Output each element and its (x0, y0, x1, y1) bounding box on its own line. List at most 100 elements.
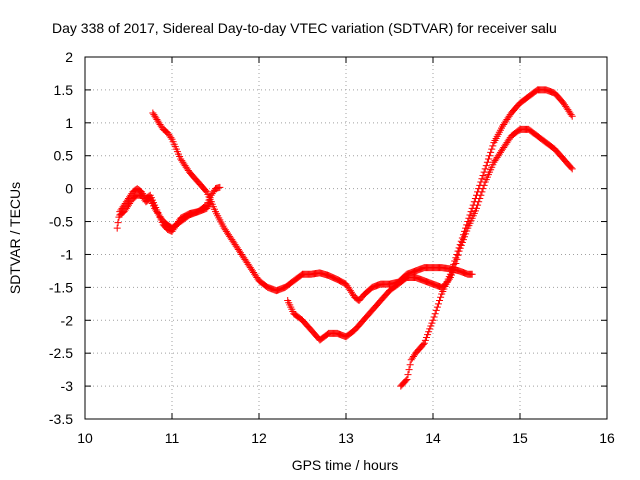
data-point (468, 204, 476, 212)
data-point (427, 322, 435, 330)
y-tick-label: -2 (61, 312, 74, 328)
data-point (484, 155, 492, 163)
data-point (454, 247, 462, 255)
data-point (455, 244, 463, 252)
data-point (488, 145, 496, 153)
data-point (462, 224, 470, 232)
data-point (487, 148, 495, 156)
data-point (433, 303, 441, 311)
data-point (113, 224, 121, 232)
data-point (466, 211, 474, 219)
data-point (567, 164, 575, 172)
data-point (403, 376, 411, 384)
x-tick-label: 15 (512, 430, 528, 446)
data-point (405, 366, 413, 374)
data-point (436, 297, 444, 305)
x-tick-label: 12 (251, 430, 267, 446)
y-tick-label: 0.5 (54, 148, 74, 164)
data-point (428, 319, 436, 327)
data-point (482, 162, 490, 170)
data-point (474, 188, 482, 196)
data-point (167, 134, 175, 142)
y-tick-label: -1.5 (49, 279, 73, 295)
y-tick-label: 2 (65, 49, 73, 65)
y-tick-label: -1 (61, 246, 74, 262)
data-point (450, 260, 458, 268)
y-tick-label: -3 (61, 378, 74, 394)
data-point (486, 152, 494, 160)
y-axis-label: SDTVAR / TECUs (7, 182, 23, 294)
data-point (458, 234, 466, 242)
series-track-b (116, 191, 215, 232)
data-layer (113, 86, 576, 390)
data-point (468, 270, 476, 278)
data-point (449, 264, 457, 272)
data-point (471, 195, 479, 203)
data-point (473, 191, 480, 199)
data-point (465, 214, 473, 222)
data-point (469, 201, 477, 209)
data-point (446, 270, 454, 278)
data-point (483, 158, 491, 166)
data-point (114, 219, 122, 227)
y-tick-label: 1.5 (54, 82, 74, 98)
data-point (434, 300, 442, 308)
series-track-c (149, 109, 476, 305)
data-point (422, 334, 430, 342)
chart-title: Day 338 of 2017, Sidereal Day-to-day VTE… (52, 20, 557, 36)
data-point (447, 267, 455, 275)
data-point (464, 218, 472, 226)
y-tick-label: -2.5 (49, 345, 73, 361)
y-tick-label: -3.5 (49, 411, 73, 427)
series-track-e (397, 86, 576, 390)
data-point (467, 208, 475, 216)
data-point (432, 306, 440, 314)
data-point (568, 112, 576, 120)
data-point (419, 341, 427, 349)
data-point (457, 237, 465, 245)
data-point (437, 293, 445, 301)
data-point (421, 336, 429, 344)
data-point (475, 185, 483, 193)
data-point (420, 339, 428, 347)
x-axis-label: GPS time / hours (292, 457, 399, 473)
data-point (429, 316, 437, 324)
x-tick-label: 13 (338, 430, 354, 446)
x-tick-label: 11 (165, 430, 180, 446)
data-point (489, 142, 497, 150)
x-tick-label: 16 (599, 430, 615, 446)
data-point (470, 198, 478, 206)
series-track-d (284, 125, 576, 344)
data-point (424, 331, 432, 339)
tick-layer: 10 11 12 13 14 15 16 2 1.5 1 0.5 0 -0.5 -1 -1.5 -2 -2.5 -… (49, 49, 615, 446)
data-point (431, 310, 439, 318)
data-point (425, 328, 433, 336)
y-tick-label: 0 (65, 181, 73, 197)
data-point (404, 371, 412, 379)
x-tick-label: 14 (425, 430, 441, 446)
data-point (202, 187, 210, 195)
data-point (463, 221, 471, 229)
data-point (402, 377, 410, 385)
grid-layer (85, 57, 607, 419)
data-point (477, 178, 485, 186)
data-point (480, 168, 488, 176)
y-tick-label: -0.5 (49, 214, 73, 230)
data-point (476, 181, 484, 189)
data-point (478, 175, 486, 183)
data-point (406, 361, 414, 369)
data-point (430, 313, 438, 321)
data-point (456, 241, 464, 249)
data-point (453, 250, 461, 258)
x-tick-label: 10 (77, 430, 93, 446)
data-point (459, 231, 467, 239)
data-point (426, 325, 434, 333)
data-point (567, 111, 575, 119)
data-point (481, 165, 489, 173)
data-point (451, 257, 459, 265)
data-point (479, 171, 487, 179)
data-point (216, 183, 224, 191)
data-point (461, 227, 469, 235)
data-point (452, 254, 460, 262)
